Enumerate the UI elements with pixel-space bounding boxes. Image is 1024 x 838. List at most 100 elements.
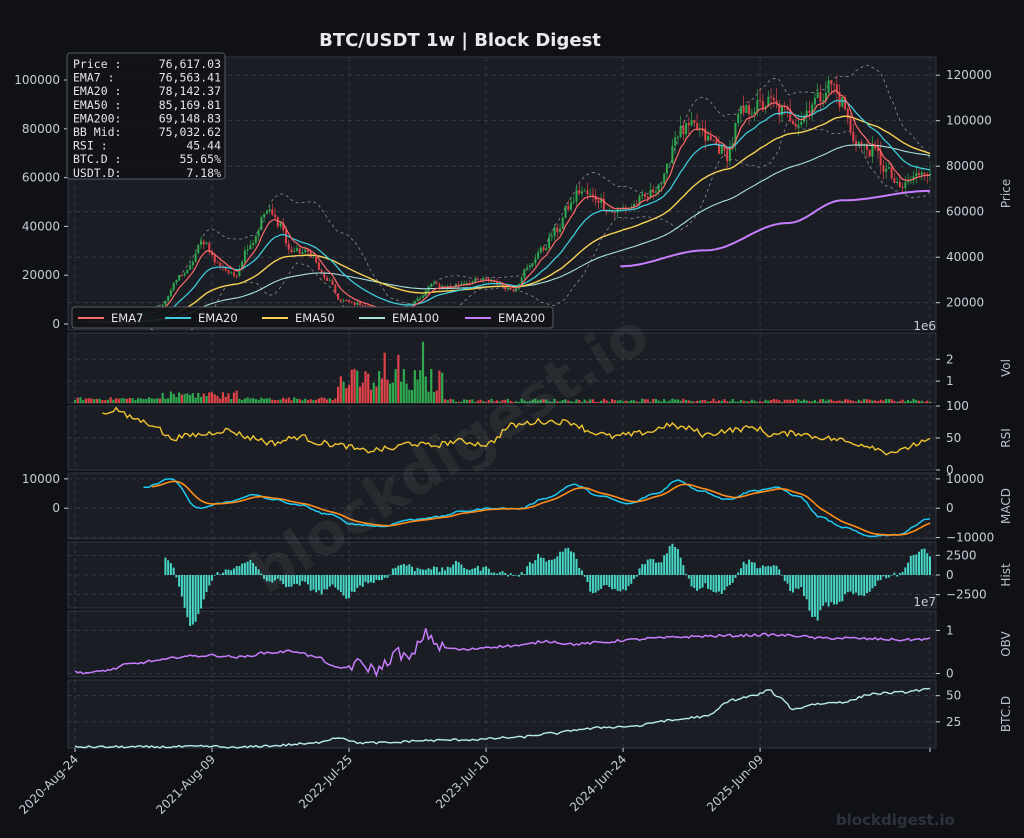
volume-bar bbox=[717, 400, 721, 403]
volume-bar bbox=[323, 397, 326, 403]
hist-bar bbox=[600, 575, 603, 589]
hist-bar bbox=[887, 575, 890, 578]
volume-bar bbox=[380, 378, 384, 403]
volume-bar bbox=[635, 401, 638, 403]
volume-bar bbox=[928, 401, 932, 403]
hist-bar bbox=[345, 575, 348, 599]
candle-body bbox=[553, 227, 556, 237]
candle-body bbox=[416, 298, 419, 301]
volume-bar bbox=[128, 397, 131, 403]
hist-bar bbox=[271, 575, 274, 583]
candle-body bbox=[479, 279, 482, 281]
candle-body bbox=[898, 181, 901, 188]
ylabel-macd: MACD bbox=[999, 488, 1013, 524]
volume-bar bbox=[402, 369, 405, 403]
volume-bar bbox=[750, 399, 753, 403]
volume-bar bbox=[885, 399, 888, 403]
tick-label-left-price: 0 bbox=[52, 317, 60, 331]
info-value: 7.18% bbox=[186, 166, 221, 180]
candle-body bbox=[274, 214, 277, 218]
legend-frame bbox=[71, 306, 554, 329]
candle-body bbox=[857, 142, 860, 146]
volume-bar bbox=[802, 399, 806, 403]
hist-bar bbox=[243, 562, 246, 575]
candle-body bbox=[608, 210, 611, 212]
candle-body bbox=[353, 302, 356, 305]
hist-bar bbox=[868, 575, 871, 592]
hist-bar bbox=[545, 561, 548, 575]
candle-body bbox=[600, 198, 603, 203]
volume-bar bbox=[816, 401, 819, 403]
volume-bar bbox=[512, 401, 515, 403]
candle-body bbox=[759, 99, 762, 101]
candle-body bbox=[696, 123, 699, 129]
hist-bar bbox=[232, 568, 235, 575]
hist-bar bbox=[550, 559, 553, 575]
volume-bar bbox=[737, 401, 740, 403]
volume-bar bbox=[147, 397, 151, 403]
volume-bar bbox=[526, 401, 529, 403]
volume-bar bbox=[819, 399, 822, 403]
hist-bar bbox=[238, 565, 241, 575]
candle-body bbox=[361, 305, 364, 307]
candle-body bbox=[613, 212, 616, 213]
hist-bar bbox=[616, 575, 619, 591]
hist-bar bbox=[750, 562, 753, 575]
volume-bar bbox=[153, 398, 156, 403]
volume-bar bbox=[315, 399, 318, 403]
candle-body bbox=[693, 120, 696, 124]
hist-bar bbox=[482, 567, 485, 575]
volume-bar bbox=[550, 401, 553, 403]
ema200-line bbox=[620, 189, 930, 268]
candle-body bbox=[528, 265, 531, 268]
volume-bar bbox=[698, 400, 701, 403]
hist-bar bbox=[734, 575, 737, 578]
candle-body bbox=[312, 256, 315, 258]
hist-bar bbox=[704, 575, 707, 584]
hist-bar bbox=[263, 575, 266, 579]
info-label: RSI : bbox=[73, 139, 108, 153]
candle-body bbox=[723, 145, 726, 151]
candle-body bbox=[191, 261, 194, 266]
volume-bar bbox=[345, 388, 348, 403]
hist-bar bbox=[523, 574, 526, 575]
tick-label-price: 20000 bbox=[946, 296, 984, 310]
info-box-frame bbox=[66, 52, 226, 180]
volume-bar bbox=[293, 397, 296, 403]
candle-body bbox=[208, 242, 211, 252]
candle-body bbox=[520, 277, 523, 284]
hist-bar bbox=[786, 575, 789, 584]
hist-bar bbox=[865, 575, 868, 594]
ema7-line bbox=[83, 90, 931, 324]
hist-bar bbox=[186, 575, 189, 618]
hist-bar bbox=[498, 572, 501, 575]
tick-label-price: 120000 bbox=[946, 68, 992, 82]
candle-body bbox=[646, 196, 649, 199]
volume-bar bbox=[665, 401, 669, 403]
volume-bar bbox=[175, 397, 178, 403]
volume-bar bbox=[542, 399, 545, 403]
candle-body bbox=[252, 243, 255, 246]
candle-body bbox=[887, 167, 890, 169]
volume-bar bbox=[712, 398, 715, 403]
candle-body bbox=[712, 139, 715, 141]
candle-body bbox=[578, 190, 581, 194]
hist-bar bbox=[728, 575, 731, 585]
hist-bar bbox=[896, 575, 899, 577]
hist-bar bbox=[923, 548, 926, 575]
volume-bar bbox=[309, 399, 312, 403]
volume-bar bbox=[268, 398, 271, 403]
candle-body bbox=[211, 251, 214, 255]
candle-body bbox=[572, 201, 575, 203]
hist-bar bbox=[454, 560, 457, 575]
volume-bar bbox=[767, 400, 770, 403]
candle-body bbox=[561, 217, 564, 229]
candle-body bbox=[926, 174, 929, 176]
volume-bar bbox=[630, 400, 633, 403]
hist-bar bbox=[315, 575, 318, 593]
hist-bar bbox=[471, 568, 474, 575]
volume-bar bbox=[624, 400, 627, 403]
tick-label-price: 80000 bbox=[946, 159, 984, 173]
hist-bar bbox=[679, 557, 682, 575]
